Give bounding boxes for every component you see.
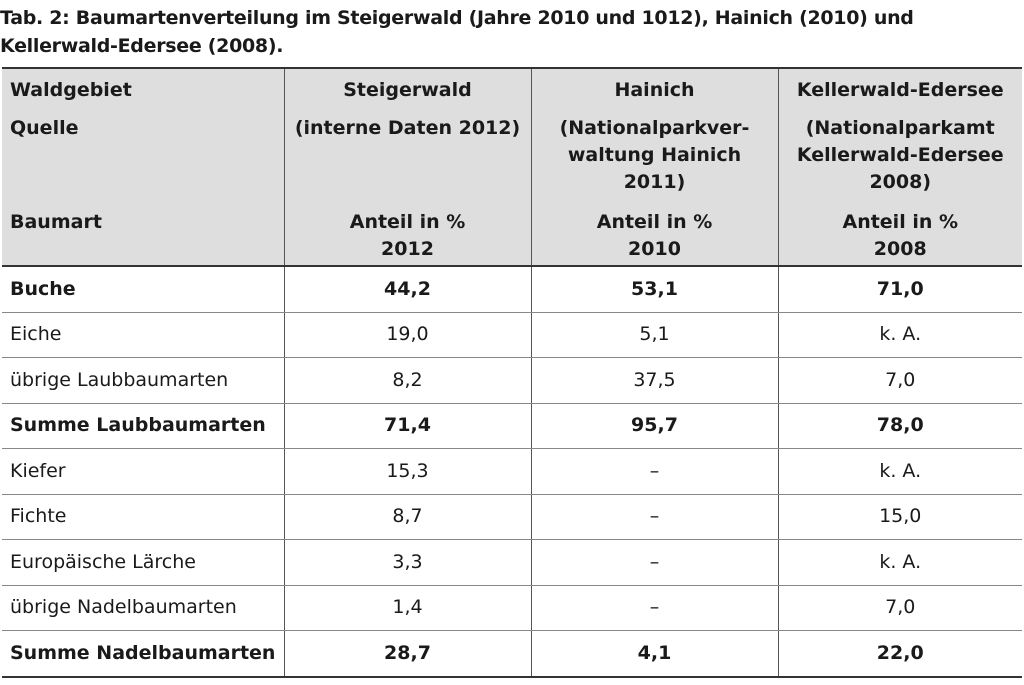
row-value: 19,0 (283, 312, 532, 358)
row-value: – (530, 494, 779, 540)
row-label: Fichte (2, 494, 285, 540)
row-label: Kiefer (2, 448, 285, 495)
row-value: 37,5 (530, 357, 779, 404)
header-source-kellerwald: (Nationalparkamt Kellerwald-Edersee 2008) (777, 113, 1022, 205)
row-value: 53,1 (530, 266, 779, 313)
row-value: 44,2 (283, 266, 532, 313)
header-label-forest-area: Waldgebiet (2, 67, 285, 113)
header-source-steigerwald: (interne Daten 2012) (283, 113, 532, 205)
table-row: übrige Laubbaumarten 8,2 37,5 7,0 (2, 357, 1022, 404)
row-value: 1,4 (283, 585, 532, 631)
table-row: Summe Nadelbaumarten 28,7 4,1 22,0 (2, 630, 1022, 678)
row-value: 22,0 (777, 630, 1022, 678)
header-row-species: Baumart Anteil in % 2012 Anteil in % 2010 … (2, 205, 1022, 267)
header-unit-kellerwald: Anteil in % 2008 (777, 205, 1022, 267)
table-row: übrige Nadelbaumarten 1,4–7,0 (2, 585, 1022, 631)
row-value: 28,7 (283, 630, 532, 678)
header-col-hainich: Hainich (530, 67, 779, 113)
row-value: 15,0 (777, 494, 1022, 540)
row-label: Europäische Lärche (2, 539, 285, 586)
row-value: 95,7 (530, 403, 779, 449)
header-col-steigerwald: Steigerwald (283, 67, 532, 113)
header-label-source: Quelle (2, 113, 285, 205)
row-value: 8,7 (283, 494, 532, 540)
row-value: 7,0 (777, 585, 1022, 631)
row-value: – (530, 539, 779, 586)
table-row: Kiefer 15,3– k. A. (2, 448, 1022, 495)
header-unit-steigerwald: Anteil in % 2012 (283, 205, 532, 267)
row-label: übrige Laubbaumarten (2, 357, 285, 404)
row-value: – (530, 585, 779, 631)
table-row: Europäische Lärche 3,3– k. A. (2, 539, 1022, 586)
row-value: – (530, 448, 779, 495)
header-label-species: Baumart (2, 205, 285, 267)
row-value: 15,3 (283, 448, 532, 495)
header-row-source: Quelle (interne Daten 2012) (Nationalpar… (2, 113, 1022, 205)
table-row: Fichte 8,7–15,0 (2, 494, 1022, 540)
header-source-hainich: (Nationalparkver-waltung Hainich 2011) (530, 113, 779, 205)
row-label: Summe Nadelbaumarten (2, 630, 285, 678)
header-row-forest-area: Waldgebiet Steigerwald Hainich Kellerwal… (2, 67, 1022, 113)
table-row: Buche 44,2 53,1 71,0 (2, 266, 1022, 313)
header-col-kellerwald: Kellerwald-Edersee (777, 67, 1022, 113)
row-value: 3,3 (283, 539, 532, 586)
row-value: 8,2 (283, 357, 532, 404)
table-caption: Tab. 2: Baumartenverteilung im Steigerwa… (0, 7, 914, 57)
row-label: Buche (2, 266, 285, 313)
table-row: Eiche 19,0 5,1 k. A. (2, 312, 1022, 358)
row-value: 78,0 (777, 403, 1022, 449)
row-value: 5,1 (530, 312, 779, 358)
tree-species-table: Waldgebiet Steigerwald Hainich Kellerwal… (2, 67, 1022, 678)
header-unit-hainich: Anteil in % 2010 (530, 205, 779, 267)
row-label: übrige Nadelbaumarten (2, 585, 285, 631)
row-value: 7,0 (777, 357, 1022, 404)
row-value: k. A. (777, 539, 1022, 586)
row-value: k. A. (777, 312, 1022, 358)
row-value: k. A. (777, 448, 1022, 495)
table-row: Summe Laubbaumarten 71,4 95,7 78,0 (2, 403, 1022, 449)
row-value: 71,4 (283, 403, 532, 449)
row-value: 71,0 (777, 266, 1022, 313)
row-value: 4,1 (530, 630, 779, 678)
row-label: Eiche (2, 312, 285, 358)
row-label: Summe Laubbaumarten (2, 403, 285, 449)
